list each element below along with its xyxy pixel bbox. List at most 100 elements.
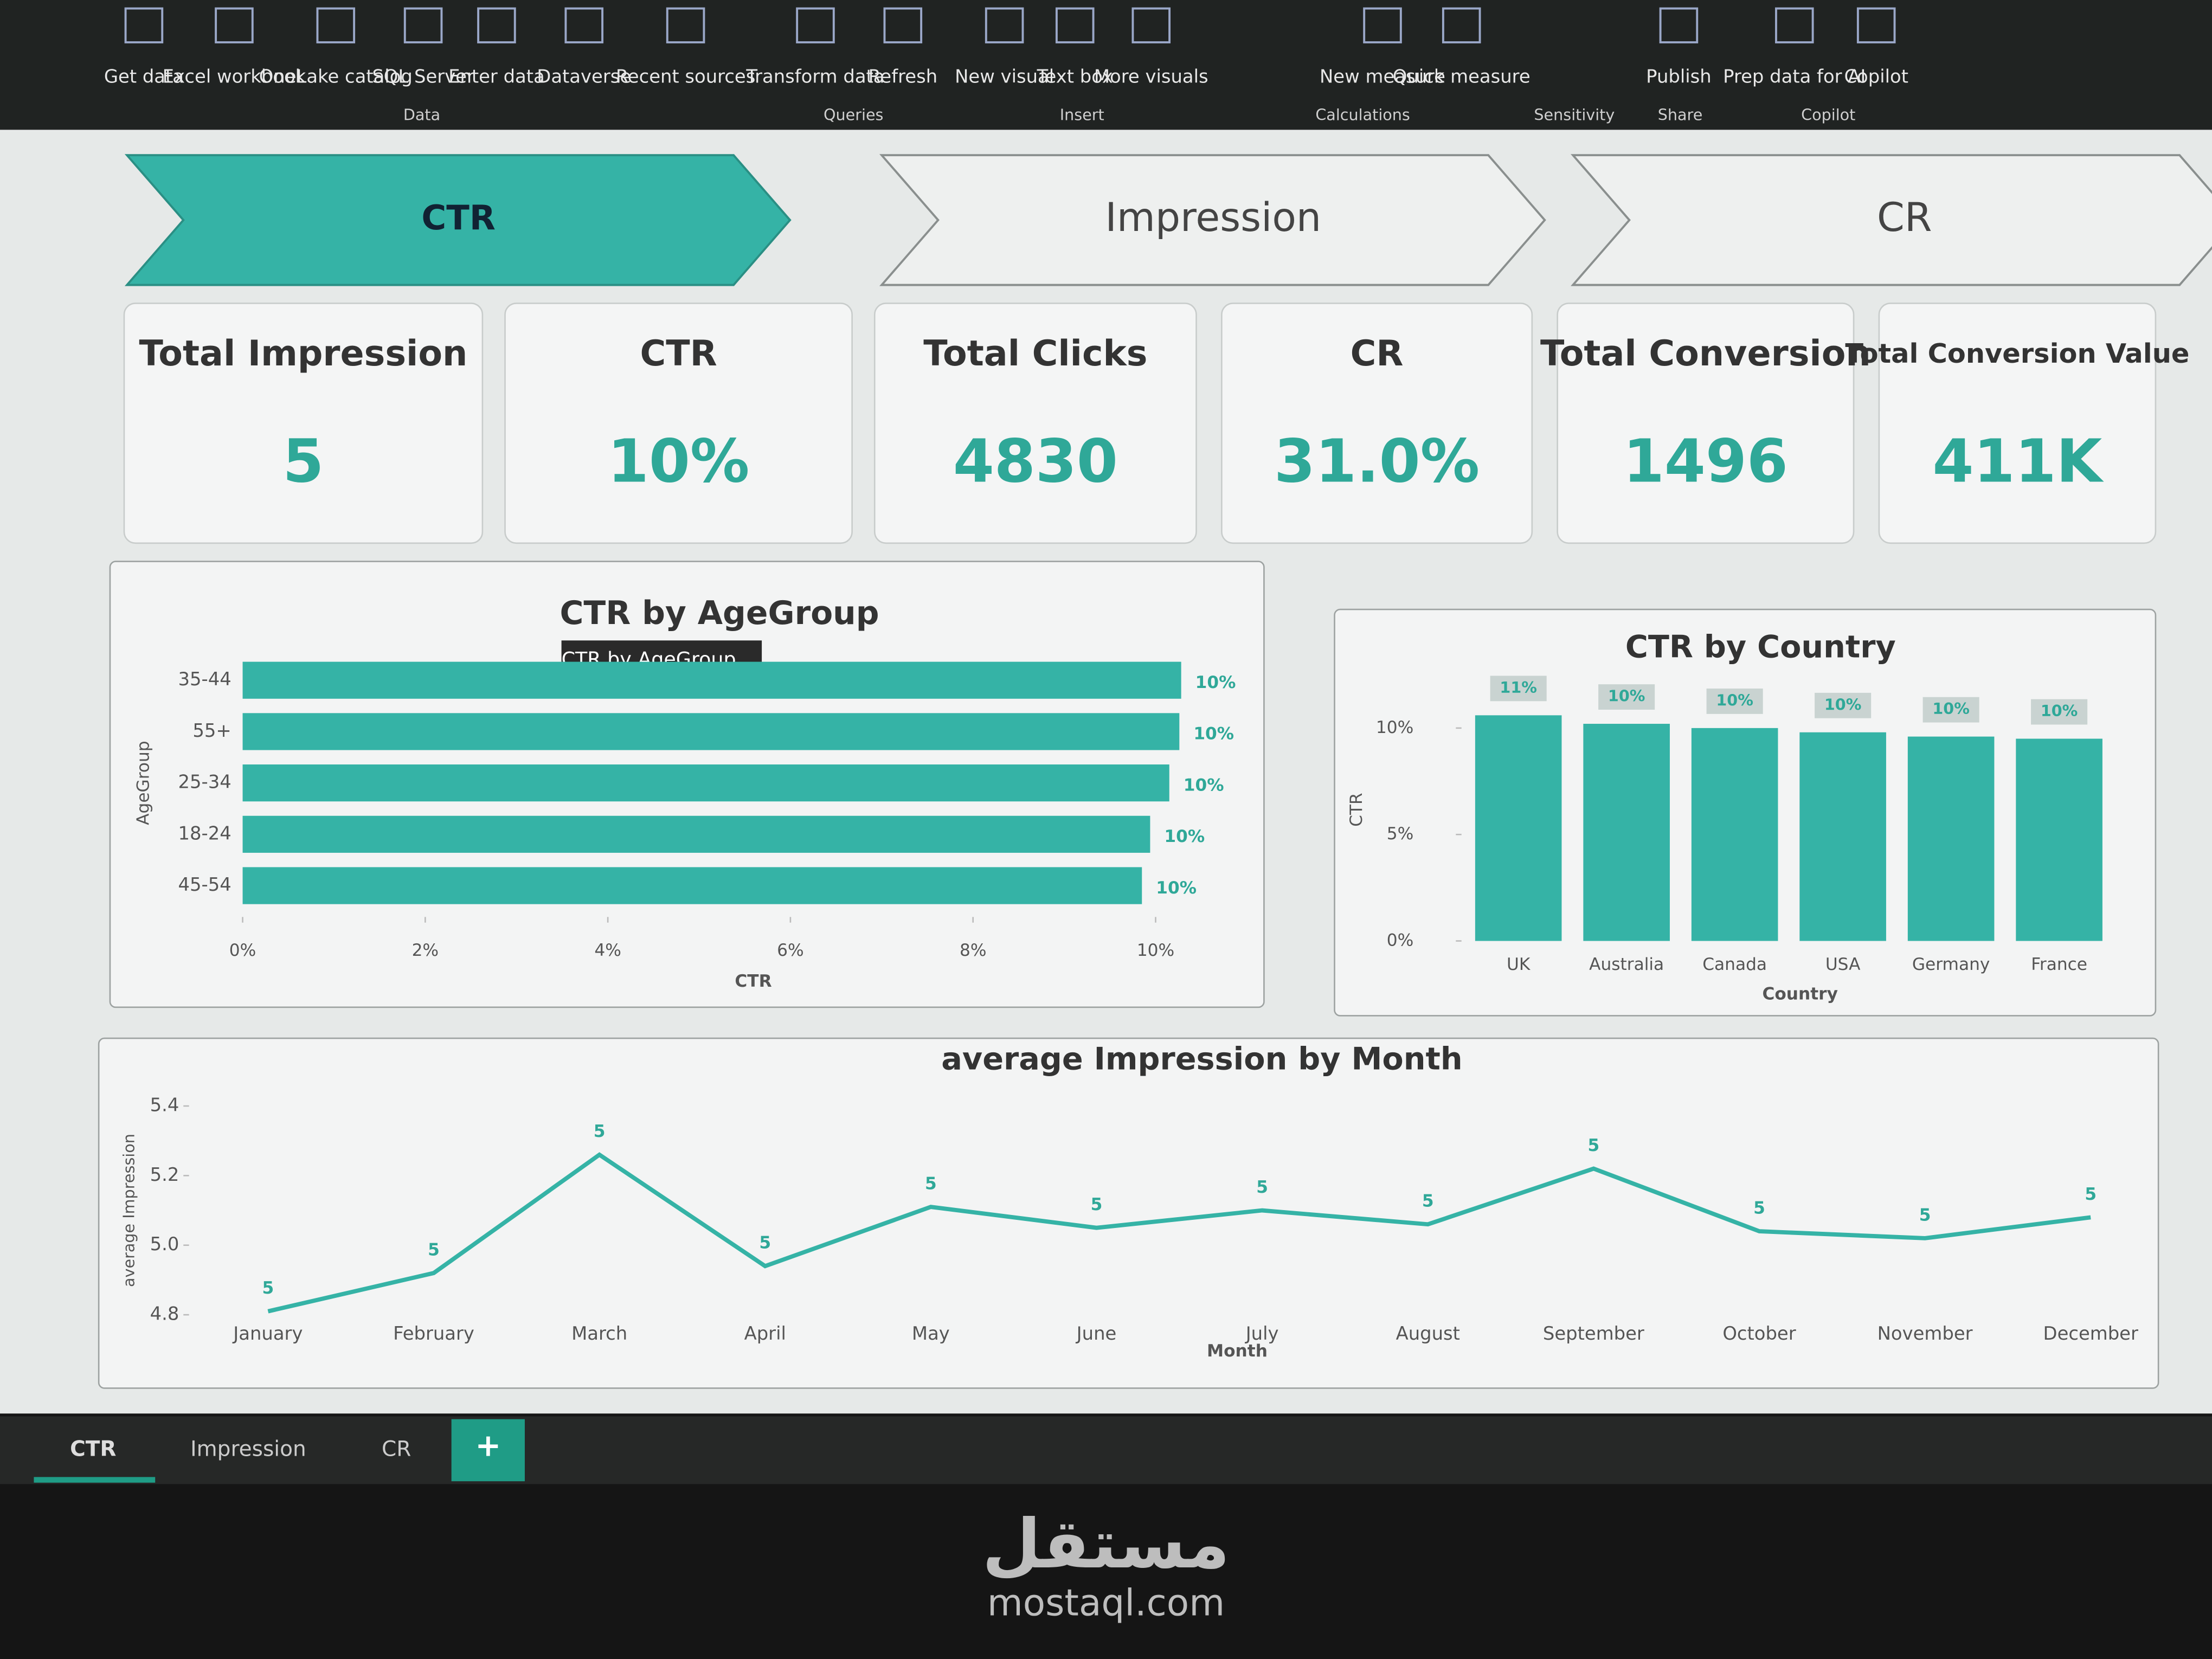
data-label: 5 (594, 1122, 606, 1141)
page-tab[interactable]: Impression (190, 1437, 306, 1461)
ribbon-button[interactable]: Refresh (868, 66, 937, 87)
kpi-card (873, 303, 1197, 544)
ribbon-button[interactable]: Publish (1646, 66, 1712, 87)
kpi-value: 31.0% (1274, 427, 1480, 496)
x-tick-label: October (1722, 1323, 1796, 1344)
x-tick-label: January (232, 1323, 303, 1344)
chart-title: CTR by Country (1625, 629, 1896, 665)
page-tab[interactable]: CR (382, 1437, 411, 1461)
ribbon-button[interactable]: Quick measure (1393, 66, 1531, 87)
ribbon-button[interactable]: SQL Server (372, 66, 474, 87)
ribbon-button[interactable]: New visual (955, 66, 1054, 87)
visual-panel (98, 1037, 2159, 1389)
x-tick-label: September (1543, 1323, 1644, 1344)
ribbon-group: Copilot (1801, 105, 1855, 124)
ribbon-icon[interactable] (1363, 7, 1402, 44)
ribbon-icon[interactable] (985, 7, 1024, 44)
bar (242, 815, 1150, 853)
ribbon-group: Calculations (1315, 105, 1410, 124)
bar (242, 867, 1142, 904)
ribbon-icon[interactable] (403, 7, 443, 44)
ribbon-icon[interactable] (666, 7, 705, 44)
add-tab[interactable] (451, 1419, 525, 1482)
ribbon-icon[interactable] (1055, 7, 1095, 44)
ribbon-icon[interactable] (1659, 7, 1699, 44)
x-tick-label: November (1877, 1323, 1973, 1344)
ribbon-group: Sensitivity (1534, 105, 1615, 124)
ribbon-button[interactable]: New measure (1320, 66, 1445, 87)
kpi-title: CR (1351, 333, 1404, 374)
y-axis-title: average Impression (119, 1134, 138, 1287)
x-tick-label: August (1396, 1323, 1460, 1344)
bar (242, 764, 1169, 802)
data-label: 5 (1091, 1195, 1103, 1214)
data-label: 10% (1824, 695, 1861, 713)
ribbon-button[interactable]: Enter data (448, 66, 545, 87)
ribbon (0, 0, 2212, 130)
ribbon-icon[interactable] (883, 7, 923, 44)
ribbon-button[interactable]: Prep data for AI (1723, 66, 1866, 87)
ribbon-button[interactable]: Get data (104, 66, 184, 87)
ribbon-icon[interactable] (796, 7, 835, 44)
bar (1799, 732, 1886, 941)
y-tick-label: 10% (1376, 718, 1413, 737)
ribbon-button[interactable]: Recent sources (616, 66, 756, 87)
ribbon-icon[interactable] (564, 7, 604, 44)
ribbon-group: Insert (1060, 105, 1104, 124)
ribbon-button[interactable]: Transform data (745, 66, 884, 87)
y-tick-label: 25-34 (178, 771, 231, 793)
ribbon-icon[interactable] (316, 7, 356, 44)
nav-label[interactable]: CR (1877, 195, 1932, 241)
x-tick-label: 4% (594, 941, 621, 960)
y-tick-label: 55+ (192, 720, 231, 741)
data-label: 10% (2041, 702, 2078, 720)
tab-bar (0, 1416, 2212, 1484)
ribbon-button[interactable]: Dataverse (537, 66, 631, 87)
nav-label[interactable]: Impression (1105, 195, 1321, 241)
y-tick-label: 4.8 (150, 1303, 179, 1324)
kpi-title: CTR (640, 333, 717, 374)
data-label-box (1922, 697, 1979, 723)
bar (1475, 715, 1562, 941)
bar (2016, 738, 2102, 941)
ribbon-icon[interactable] (1442, 7, 1481, 44)
ribbon-icon[interactable] (1856, 7, 1896, 44)
ribbon-button[interactable]: Text box (1037, 66, 1113, 87)
ribbon-button[interactable]: Copilot (1844, 66, 1908, 87)
nav-button[interactable] (1570, 154, 2212, 286)
nav-label[interactable]: CTR (421, 198, 496, 237)
ribbon-button[interactable]: Excel workbook (163, 66, 306, 87)
nav-button[interactable] (879, 154, 1546, 286)
kpi-value: 5 (282, 427, 324, 496)
data-label: 5 (759, 1233, 771, 1253)
x-tick-label: 2% (412, 941, 439, 960)
line (267, 1152, 2091, 1314)
x-tick-label: 10% (1137, 941, 1174, 960)
data-label: 10% (1195, 673, 1236, 692)
x-tick-label: 6% (777, 941, 804, 960)
ribbon-icon[interactable] (124, 7, 164, 44)
ribbon-button[interactable]: More visuals (1094, 66, 1208, 87)
ribbon-icon[interactable] (215, 7, 254, 44)
y-tick-label: 0% (1387, 931, 1414, 950)
ribbon-button[interactable]: OneLake catalog (259, 66, 413, 87)
x-tick-label: Australia (1589, 955, 1664, 974)
ribbon-icon[interactable] (1131, 7, 1171, 44)
add-icon[interactable]: + (475, 1427, 501, 1463)
y-tick-label: 5.0 (150, 1233, 179, 1255)
data-label: 5 (1587, 1136, 1599, 1155)
data-label: 10% (1156, 878, 1197, 898)
nav-button[interactable] (124, 154, 792, 286)
x-tick-label: December (2043, 1323, 2138, 1344)
page-tab[interactable]: CTR (70, 1437, 116, 1461)
ribbon-icon[interactable] (1775, 7, 1814, 44)
ribbon-icon[interactable] (477, 7, 516, 44)
kpi-value: 10% (608, 427, 750, 496)
data-label: 5 (925, 1174, 937, 1194)
y-axis-title: AgeGroup (133, 741, 153, 825)
x-axis-title: Country (1762, 984, 1837, 1004)
kpi-value: 411K (1933, 427, 2104, 496)
kpi-title: Total Impression (139, 333, 468, 374)
